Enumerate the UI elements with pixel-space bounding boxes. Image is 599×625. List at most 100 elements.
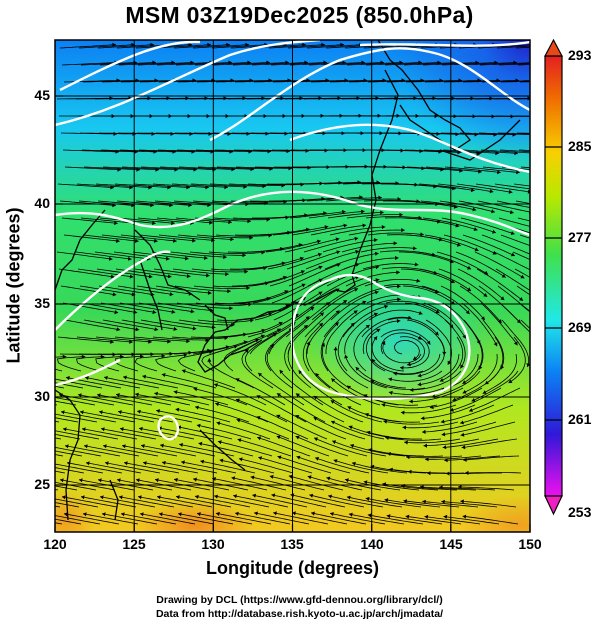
streamline-arrowhead bbox=[362, 223, 367, 228]
streamline bbox=[152, 183, 209, 188]
colorbar-min-arrow bbox=[544, 495, 563, 516]
streamline bbox=[515, 200, 530, 204]
y-tick-label: 25 bbox=[34, 476, 50, 492]
streamline-arrowhead bbox=[204, 255, 208, 260]
streamline bbox=[213, 383, 267, 406]
streamline bbox=[437, 183, 494, 193]
streamline-arrowhead bbox=[444, 458, 448, 463]
streamline bbox=[159, 166, 216, 171]
streamline bbox=[121, 166, 178, 171]
streamline bbox=[81, 428, 138, 440]
streamline bbox=[307, 476, 363, 491]
streamline-arrowhead bbox=[530, 43, 534, 47]
streamline-arrowhead bbox=[216, 511, 220, 516]
streamline-arrowhead bbox=[414, 262, 419, 267]
streamline-arrowhead bbox=[235, 511, 239, 516]
streamline bbox=[313, 416, 366, 440]
streamline bbox=[479, 62, 530, 66]
streamline-arrowhead bbox=[474, 247, 479, 252]
streamline bbox=[114, 336, 171, 343]
streamline-arrowhead bbox=[108, 256, 113, 261]
streamline bbox=[191, 268, 248, 273]
streamline bbox=[501, 319, 530, 368]
streamline-arrowhead bbox=[426, 340, 431, 345]
streamline-arrowhead bbox=[64, 512, 68, 517]
streamline-arrowhead bbox=[258, 372, 263, 377]
streamline-arrowhead bbox=[427, 471, 431, 476]
streamline bbox=[325, 197, 382, 202]
streamline bbox=[431, 370, 481, 398]
streamline bbox=[158, 427, 214, 440]
streamline bbox=[76, 183, 133, 189]
streamline-arrowhead bbox=[469, 408, 473, 412]
streamline-arrowhead bbox=[371, 358, 376, 363]
streamline bbox=[495, 268, 530, 291]
streamline-arrowhead bbox=[26, 512, 30, 516]
streamline bbox=[66, 462, 123, 474]
streamline-arrowhead bbox=[97, 393, 101, 398]
streamline bbox=[152, 336, 209, 341]
streamline bbox=[288, 475, 344, 491]
streamline bbox=[81, 302, 138, 314]
streamline bbox=[118, 62, 175, 66]
streamline bbox=[314, 457, 370, 474]
streamline bbox=[121, 319, 178, 330]
streamline bbox=[419, 268, 472, 292]
streamline-arrowhead bbox=[336, 250, 341, 255]
colorbar-label: 277 bbox=[568, 229, 592, 245]
streamline-arrowhead bbox=[331, 420, 336, 425]
streamline bbox=[158, 513, 215, 525]
streamline bbox=[439, 486, 496, 491]
streamline-arrowhead bbox=[228, 220, 232, 225]
streamline bbox=[176, 149, 234, 153]
streamline-arrowhead bbox=[252, 493, 257, 498]
streamline-arrowhead bbox=[516, 170, 520, 175]
streamline bbox=[386, 515, 443, 525]
streamline-arrowhead bbox=[186, 274, 191, 279]
streamline bbox=[311, 512, 367, 525]
streamline-arrowhead bbox=[47, 376, 51, 380]
streamline bbox=[313, 437, 368, 457]
streamline-arrowhead bbox=[508, 189, 513, 194]
map-plot-area bbox=[26, 40, 534, 532]
streamline-arrowhead bbox=[422, 429, 426, 434]
streamline-arrowhead bbox=[250, 318, 254, 323]
y-tick-label: 35 bbox=[34, 295, 50, 311]
streamline-arrowhead bbox=[343, 300, 347, 304]
streamline-arrowhead bbox=[83, 512, 87, 517]
streamline-arrowhead bbox=[348, 512, 353, 517]
streamline bbox=[287, 341, 312, 389]
streamline bbox=[462, 353, 498, 394]
streamline bbox=[423, 149, 480, 154]
streamline bbox=[237, 438, 292, 457]
streamline-arrowhead bbox=[346, 495, 351, 500]
coastlines bbox=[55, 40, 521, 521]
streamline bbox=[308, 210, 365, 219]
streamline bbox=[123, 462, 180, 474]
streamline-arrowhead bbox=[298, 370, 303, 375]
streamline-arrowhead bbox=[29, 461, 33, 465]
streamline-arrowhead bbox=[242, 253, 246, 258]
streamline bbox=[460, 62, 517, 66]
streamline-arrowhead bbox=[116, 238, 120, 243]
streamline-arrowhead bbox=[435, 309, 440, 314]
streamline bbox=[370, 380, 426, 390]
streamline bbox=[480, 149, 530, 154]
streamline-arrowhead bbox=[98, 478, 102, 483]
streamline-arrowhead bbox=[303, 325, 308, 329]
streamline bbox=[329, 512, 386, 525]
streamline bbox=[500, 80, 530, 83]
streamline bbox=[177, 351, 213, 372]
streamline bbox=[367, 232, 424, 236]
streamline bbox=[161, 461, 218, 474]
streamline-arrowhead bbox=[193, 477, 197, 482]
streamline bbox=[520, 319, 530, 330]
streamline bbox=[161, 373, 217, 389]
streamline bbox=[117, 285, 174, 295]
streamline bbox=[402, 285, 456, 305]
streamline-arrowhead bbox=[375, 265, 380, 270]
streamline bbox=[57, 183, 114, 189]
streamline bbox=[342, 305, 389, 338]
streamline bbox=[156, 217, 213, 224]
streamline bbox=[385, 437, 442, 441]
